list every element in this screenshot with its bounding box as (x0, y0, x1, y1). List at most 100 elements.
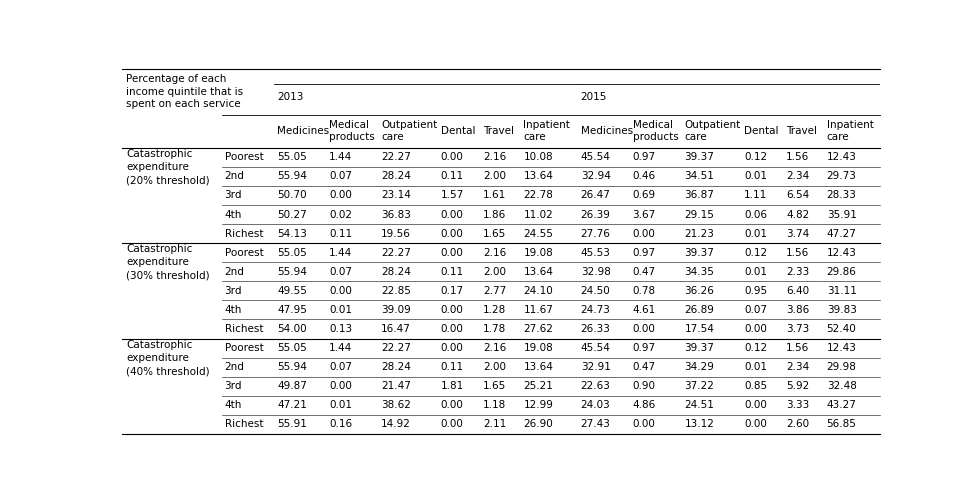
Text: 12.43: 12.43 (826, 247, 856, 258)
Text: 26.89: 26.89 (684, 305, 714, 315)
Text: 1.44: 1.44 (329, 152, 352, 163)
Text: 1.44: 1.44 (329, 343, 352, 353)
Text: 13.12: 13.12 (684, 419, 714, 429)
Text: Medicines: Medicines (277, 126, 329, 136)
Text: 35.91: 35.91 (826, 209, 856, 219)
Text: 0.00: 0.00 (743, 419, 766, 429)
Text: 0.90: 0.90 (632, 381, 655, 391)
Text: 0.00: 0.00 (441, 419, 463, 429)
Text: 13.64: 13.64 (523, 267, 553, 277)
Text: 29.98: 29.98 (826, 362, 856, 372)
Text: 36.83: 36.83 (381, 209, 410, 219)
Text: 26.47: 26.47 (580, 191, 610, 201)
Text: 28.24: 28.24 (381, 267, 410, 277)
Text: 0.12: 0.12 (743, 152, 767, 163)
Text: 0.00: 0.00 (632, 419, 655, 429)
Text: 55.94: 55.94 (277, 267, 307, 277)
Text: 24.73: 24.73 (580, 305, 610, 315)
Text: 0.97: 0.97 (632, 343, 655, 353)
Text: 55.91: 55.91 (277, 419, 307, 429)
Text: 24.51: 24.51 (684, 400, 714, 411)
Text: 1.56: 1.56 (786, 247, 809, 258)
Text: 4.82: 4.82 (786, 209, 809, 219)
Text: 0.11: 0.11 (441, 362, 463, 372)
Text: 0.00: 0.00 (632, 324, 655, 334)
Text: Medical
products: Medical products (632, 120, 678, 142)
Text: 2.16: 2.16 (483, 247, 505, 258)
Text: 3.73: 3.73 (786, 324, 809, 334)
Text: 19.08: 19.08 (523, 343, 553, 353)
Text: 24.50: 24.50 (580, 286, 610, 296)
Text: Catastrophic
expenditure
(20% threshold): Catastrophic expenditure (20% threshold) (126, 149, 209, 185)
Text: 21.23: 21.23 (684, 229, 714, 239)
Text: 0.01: 0.01 (743, 267, 766, 277)
Text: 0.11: 0.11 (441, 171, 463, 181)
Text: 50.27: 50.27 (277, 209, 307, 219)
Text: 2.77: 2.77 (483, 286, 505, 296)
Text: 1.57: 1.57 (441, 191, 464, 201)
Text: 32.98: 32.98 (580, 267, 610, 277)
Text: 55.05: 55.05 (277, 247, 307, 258)
Text: 1.56: 1.56 (786, 343, 809, 353)
Text: 0.12: 0.12 (743, 247, 767, 258)
Text: 29.73: 29.73 (826, 171, 856, 181)
Text: 39.83: 39.83 (826, 305, 856, 315)
Text: 3.33: 3.33 (786, 400, 809, 411)
Text: 24.55: 24.55 (523, 229, 553, 239)
Text: 0.00: 0.00 (329, 286, 352, 296)
Text: 1.11: 1.11 (743, 191, 767, 201)
Text: 2.60: 2.60 (786, 419, 809, 429)
Text: 12.43: 12.43 (826, 152, 856, 163)
Text: 43.27: 43.27 (826, 400, 856, 411)
Text: 1.61: 1.61 (483, 191, 505, 201)
Text: 2nd: 2nd (225, 171, 244, 181)
Text: 0.00: 0.00 (441, 247, 463, 258)
Text: 0.00: 0.00 (441, 305, 463, 315)
Text: 13.64: 13.64 (523, 171, 553, 181)
Text: 27.62: 27.62 (523, 324, 553, 334)
Text: 0.00: 0.00 (743, 400, 766, 411)
Text: 2.34: 2.34 (786, 171, 809, 181)
Text: 4th: 4th (225, 209, 241, 219)
Text: 1.81: 1.81 (441, 381, 464, 391)
Text: 32.94: 32.94 (580, 171, 610, 181)
Text: 11.02: 11.02 (523, 209, 553, 219)
Text: 39.09: 39.09 (381, 305, 410, 315)
Text: 26.90: 26.90 (523, 419, 553, 429)
Text: 28.33: 28.33 (826, 191, 856, 201)
Text: 29.86: 29.86 (826, 267, 856, 277)
Text: 32.91: 32.91 (580, 362, 610, 372)
Text: Travel: Travel (483, 126, 513, 136)
Text: 0.07: 0.07 (329, 362, 352, 372)
Text: 0.01: 0.01 (329, 305, 352, 315)
Text: 22.63: 22.63 (580, 381, 610, 391)
Text: 54.13: 54.13 (277, 229, 307, 239)
Text: 26.39: 26.39 (580, 209, 610, 219)
Text: 0.11: 0.11 (441, 267, 463, 277)
Text: 24.03: 24.03 (580, 400, 610, 411)
Text: 11.67: 11.67 (523, 305, 553, 315)
Text: 2.33: 2.33 (786, 267, 809, 277)
Text: 54.00: 54.00 (277, 324, 307, 334)
Text: 34.29: 34.29 (684, 362, 714, 372)
Text: Inpatient
care: Inpatient care (826, 120, 872, 142)
Text: Dental: Dental (441, 126, 475, 136)
Text: 4th: 4th (225, 400, 241, 411)
Text: 0.85: 0.85 (743, 381, 767, 391)
Text: Poorest: Poorest (225, 343, 263, 353)
Text: Dental: Dental (743, 126, 778, 136)
Text: 2.00: 2.00 (483, 171, 505, 181)
Text: 0.00: 0.00 (329, 191, 352, 201)
Text: 0.01: 0.01 (329, 400, 352, 411)
Text: Percentage of each
income quintile that is
spent on each service: Percentage of each income quintile that … (126, 75, 243, 109)
Text: 34.51: 34.51 (684, 171, 714, 181)
Text: Poorest: Poorest (225, 152, 263, 163)
Text: 0.07: 0.07 (329, 267, 352, 277)
Text: 2015: 2015 (580, 92, 607, 102)
Text: 0.00: 0.00 (441, 229, 463, 239)
Text: 3.67: 3.67 (632, 209, 656, 219)
Text: 0.00: 0.00 (441, 343, 463, 353)
Text: 0.47: 0.47 (632, 267, 655, 277)
Text: Catastrophic
expenditure
(40% threshold): Catastrophic expenditure (40% threshold) (126, 340, 209, 376)
Text: Outpatient
care: Outpatient care (684, 120, 740, 142)
